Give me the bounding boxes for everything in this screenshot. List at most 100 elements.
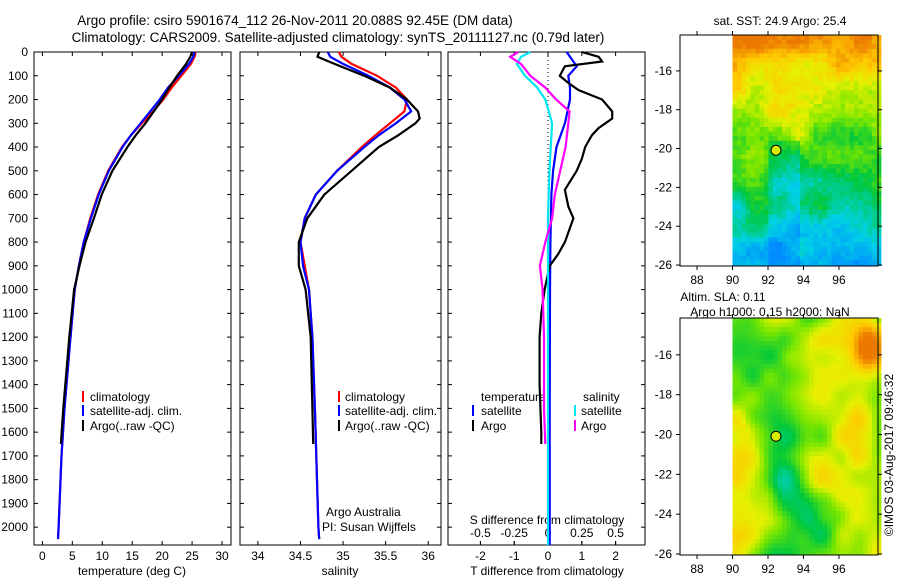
y-tick-label: 1400 [1,378,28,392]
map-cell [813,419,819,425]
map-cell [791,214,796,220]
map-cell [854,515,859,521]
map-cell [818,437,823,443]
map-cell [854,465,859,471]
map-cell [750,122,756,128]
map-cell [876,368,882,374]
map-cell [822,200,828,206]
map-cell [782,451,787,457]
map-cell [845,400,850,406]
map-cell [773,318,778,323]
map-cell [831,437,837,443]
map-cell [813,196,819,201]
map-cell [858,373,864,379]
map-cell [809,525,814,530]
map-cell [746,53,751,59]
map-cell [836,62,841,68]
map-cell [840,159,846,165]
argo-position-marker [770,144,782,156]
map-cell [827,131,832,137]
map-cell [773,76,778,82]
map-cell [863,479,868,484]
legend-swatch-s-satellite [574,405,576,416]
map-cell [750,318,756,323]
map-cell [818,131,823,137]
map-cell [800,196,805,201]
map-cell [836,396,841,402]
map-cell [804,327,810,333]
map-cell [818,44,823,50]
map-cell [782,76,787,82]
map-cell [858,196,864,201]
map-cell [827,465,832,471]
map-cell [822,177,828,183]
map-cell [809,99,814,105]
map-cell [854,419,859,425]
map-cell [732,428,738,434]
map-cell [786,214,792,220]
sla_map-field [732,318,882,555]
map-cell [791,232,796,238]
map-cell [773,35,778,40]
map-cell [836,246,841,252]
y-tick-label: 1800 [1,473,28,487]
map-cell [791,543,796,549]
map-cell [809,368,814,374]
map-cell [750,368,756,374]
map-cell [804,405,810,411]
map-cell [741,465,747,471]
map-cell [845,209,850,215]
map-cell [831,214,837,220]
map-cell [746,387,751,392]
map-cell [804,191,810,197]
map-cell [737,506,742,512]
map-cell [777,483,783,489]
map-cell [849,122,855,128]
map-cell [750,460,756,466]
map-cell [800,419,805,425]
map-cell [768,94,774,100]
lon-tick-label: 96 [832,273,846,287]
map-cell [849,405,855,411]
map-cell [746,511,751,517]
map-cell [845,451,850,457]
map-cell [872,336,877,342]
map-cell [876,354,882,360]
legend-swatch-climatology [82,391,84,402]
map-cell [840,318,846,323]
map-cell [831,433,837,438]
map-cell [732,391,738,397]
map-cell [813,200,819,206]
map-cell [746,373,751,379]
map-cell [827,506,832,512]
map-cell [732,242,738,247]
map-cell [741,127,747,132]
map-cell [863,488,868,494]
map-cell [849,548,855,553]
map-cell [768,483,774,489]
map-cell [849,214,855,220]
map-cell [836,423,841,429]
map-cell [732,186,738,192]
map-cell [764,260,769,266]
map-cell [831,71,837,77]
map-cell [854,437,859,443]
map-cell [764,232,769,238]
map-cell [795,200,801,206]
map-cell [849,373,855,379]
map-cell [840,71,846,77]
map-cell [764,506,769,512]
map-cell [759,497,765,503]
map-cell [759,44,765,50]
map-cell [777,219,783,224]
map-cell [836,177,841,183]
map-cell [840,108,846,114]
map-cell [750,168,756,174]
map-cell [809,451,814,457]
map-cell [845,479,850,484]
map-cell [849,451,855,457]
map-cell [804,451,810,457]
map-cell [840,456,846,461]
map-cell [867,497,873,503]
map-cell [836,479,841,484]
